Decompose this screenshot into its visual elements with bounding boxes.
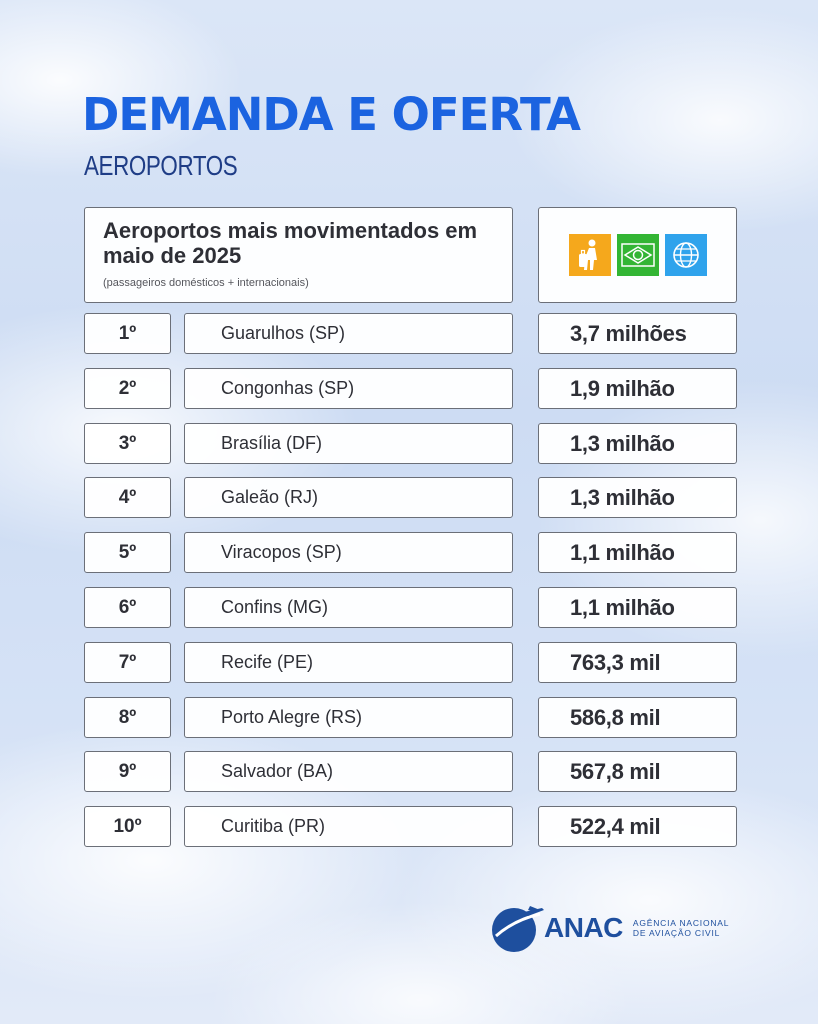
table-row: 8º Porto Alegre (RS) 586,8 mil	[0, 697, 818, 738]
airport-cell: Guarulhos (SP)	[184, 313, 513, 354]
table-row: 9º Salvador (BA) 567,8 mil	[0, 751, 818, 792]
airport-cell: Brasília (DF)	[184, 423, 513, 464]
globe-icon	[664, 234, 707, 276]
rank-cell: 10º	[84, 806, 171, 847]
rank-cell: 6º	[84, 587, 171, 628]
passengers-cell: 1,1 milhão	[538, 587, 737, 628]
airport-cell: Porto Alegre (RS)	[184, 697, 513, 738]
rank-cell: 7º	[84, 642, 171, 683]
rank-cell: 3º	[84, 423, 171, 464]
airport-cell: Congonhas (SP)	[184, 368, 513, 409]
passengers-cell: 522,4 mil	[538, 806, 737, 847]
airport-cell: Viracopos (SP)	[184, 532, 513, 573]
table-note: (passageiros domésticos + internacionais…	[103, 277, 309, 289]
page-title: DEMANDA E OFERTA	[82, 88, 581, 141]
table-row: 5º Viracopos (SP) 1,1 milhão	[0, 532, 818, 573]
airport-cell: Curitiba (PR)	[184, 806, 513, 847]
icons-box	[538, 207, 737, 303]
passengers-cell: 1,1 milhão	[538, 532, 737, 573]
anac-logo: ANAC AGÊNCIA NACIONAL DE AVIAÇÃO CIVIL	[490, 900, 729, 956]
table-row: 7º Recife (PE) 763,3 mil	[0, 642, 818, 683]
passengers-cell: 1,9 milhão	[538, 368, 737, 409]
airport-cell: Confins (MG)	[184, 587, 513, 628]
rank-cell: 8º	[84, 697, 171, 738]
passengers-cell: 567,8 mil	[538, 751, 737, 792]
passengers-cell: 1,3 milhão	[538, 477, 737, 518]
anac-logo-subtitle: AGÊNCIA NACIONAL DE AVIAÇÃO CIVIL	[633, 918, 729, 938]
airport-cell: Galeão (RJ)	[184, 477, 513, 518]
passengers-cell: 3,7 milhões	[538, 313, 737, 354]
table-row: 1º Guarulhos (SP) 3,7 milhões	[0, 313, 818, 354]
table-row: 4º Galeão (RJ) 1,3 milhão	[0, 477, 818, 518]
table-row: 10º Curitiba (PR) 522,4 mil	[0, 806, 818, 847]
anac-logo-mark-icon	[492, 906, 544, 952]
rank-cell: 2º	[84, 368, 171, 409]
rank-cell: 4º	[84, 477, 171, 518]
table-title: Aeroportos mais movimentados em maio de …	[103, 218, 478, 268]
anac-logo-line2: DE AVIAÇÃO CIVIL	[632, 928, 721, 938]
rank-cell: 5º	[84, 532, 171, 573]
rank-cell: 9º	[84, 751, 171, 792]
table-row: 3º Brasília (DF) 1,3 milhão	[0, 423, 818, 464]
rank-cell: 1º	[84, 313, 171, 354]
passenger-luggage-icon	[568, 234, 611, 276]
brazil-flag-icon	[616, 234, 659, 276]
airport-cell: Recife (PE)	[184, 642, 513, 683]
passengers-cell: 586,8 mil	[538, 697, 737, 738]
anac-logo-line1: AGÊNCIA NACIONAL	[632, 918, 730, 928]
table-row: 2º Congonhas (SP) 1,9 milhão	[0, 368, 818, 409]
table-header-box: Aeroportos mais movimentados em maio de …	[84, 207, 513, 303]
page-subtitle: AEROPORTOS	[84, 150, 238, 181]
airport-cell: Salvador (BA)	[184, 751, 513, 792]
passengers-cell: 1,3 milhão	[538, 423, 737, 464]
anac-logo-text: ANAC	[544, 912, 623, 943]
table-row: 6º Confins (MG) 1,1 milhão	[0, 587, 818, 628]
passengers-cell: 763,3 mil	[538, 642, 737, 683]
